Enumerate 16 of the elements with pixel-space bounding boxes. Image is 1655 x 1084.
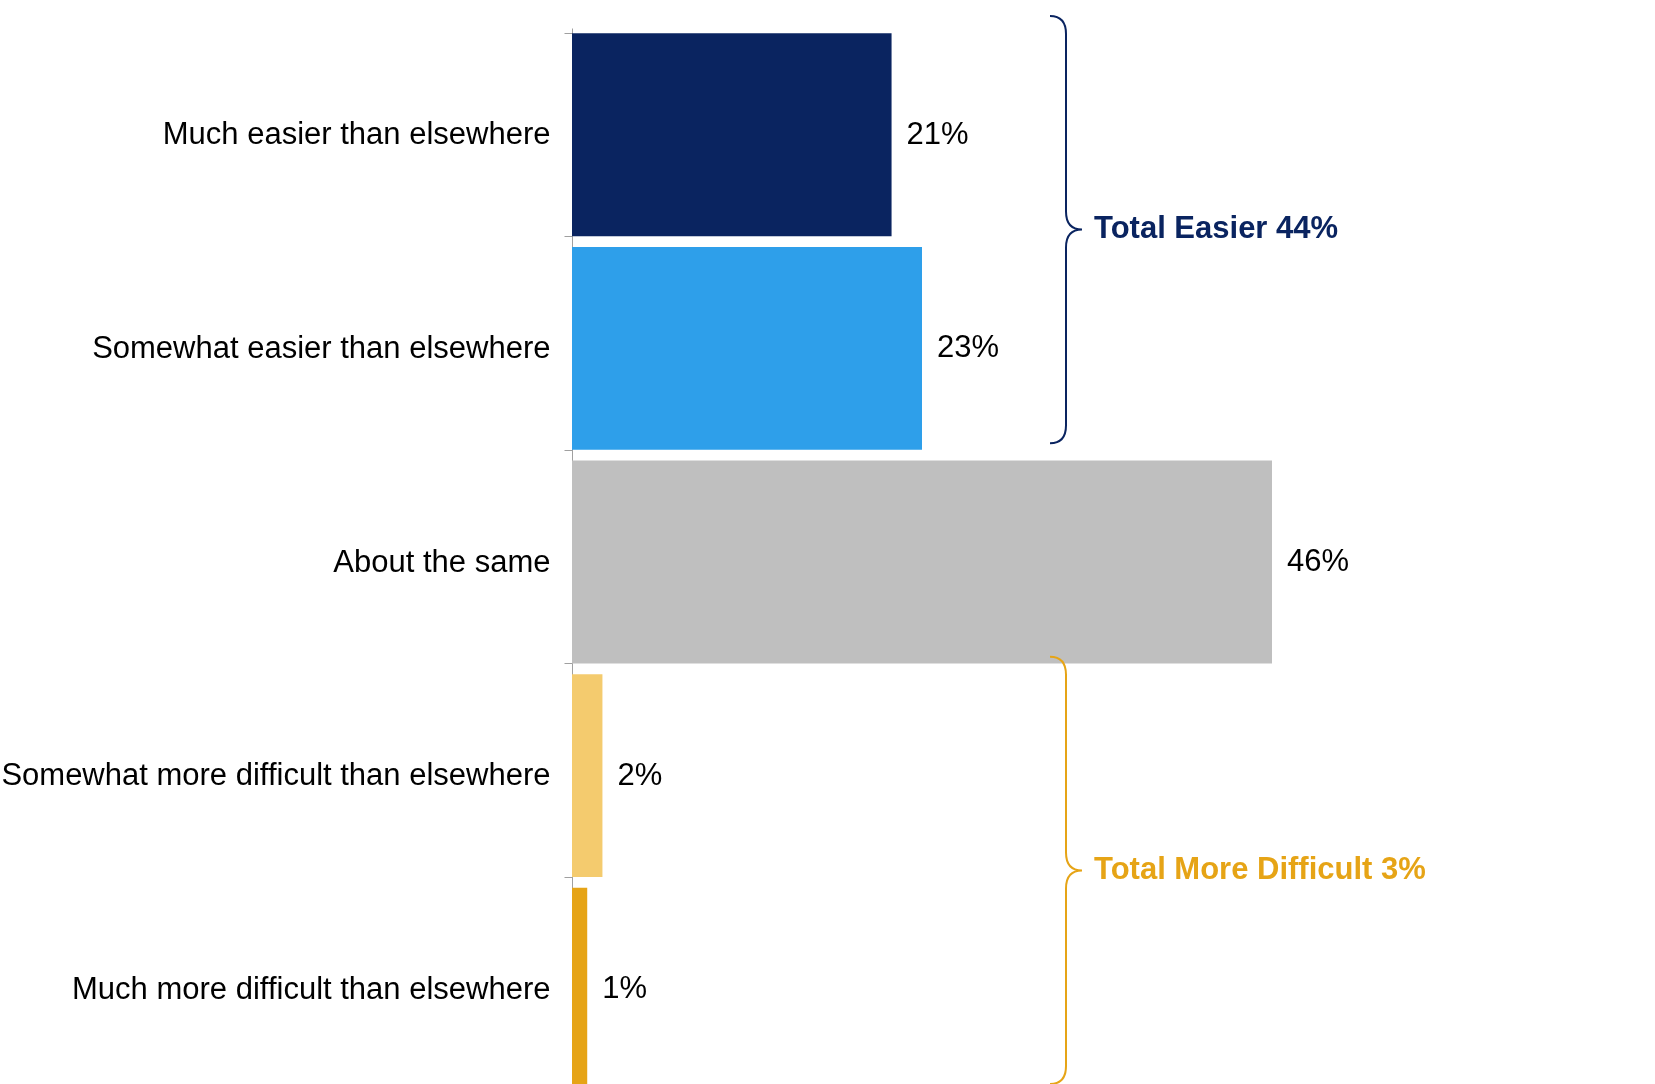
y-tick-label: Much easier than elsewhere <box>162 116 551 152</box>
bar <box>572 674 603 878</box>
y-tick-label: Much more difficult than elsewhere <box>72 970 551 1006</box>
annotation: Total Easier 44% <box>1094 209 1339 245</box>
data-label: 23% <box>937 329 1000 365</box>
data-label: 1% <box>602 970 648 1006</box>
data-label: 2% <box>617 756 663 792</box>
annotation: Total More Difficult 3% <box>1094 850 1426 886</box>
data-label: 21% <box>906 115 969 151</box>
bar <box>572 246 922 450</box>
y-tick-label: About the same <box>333 543 551 579</box>
bar <box>572 460 1272 664</box>
y-tick-label: Somewhat more difficult than elsewhere <box>1 757 551 793</box>
y-tick-label: Somewhat easier than elsewhere <box>92 329 551 365</box>
bar <box>572 33 892 237</box>
data-label: 46% <box>1287 543 1350 578</box>
